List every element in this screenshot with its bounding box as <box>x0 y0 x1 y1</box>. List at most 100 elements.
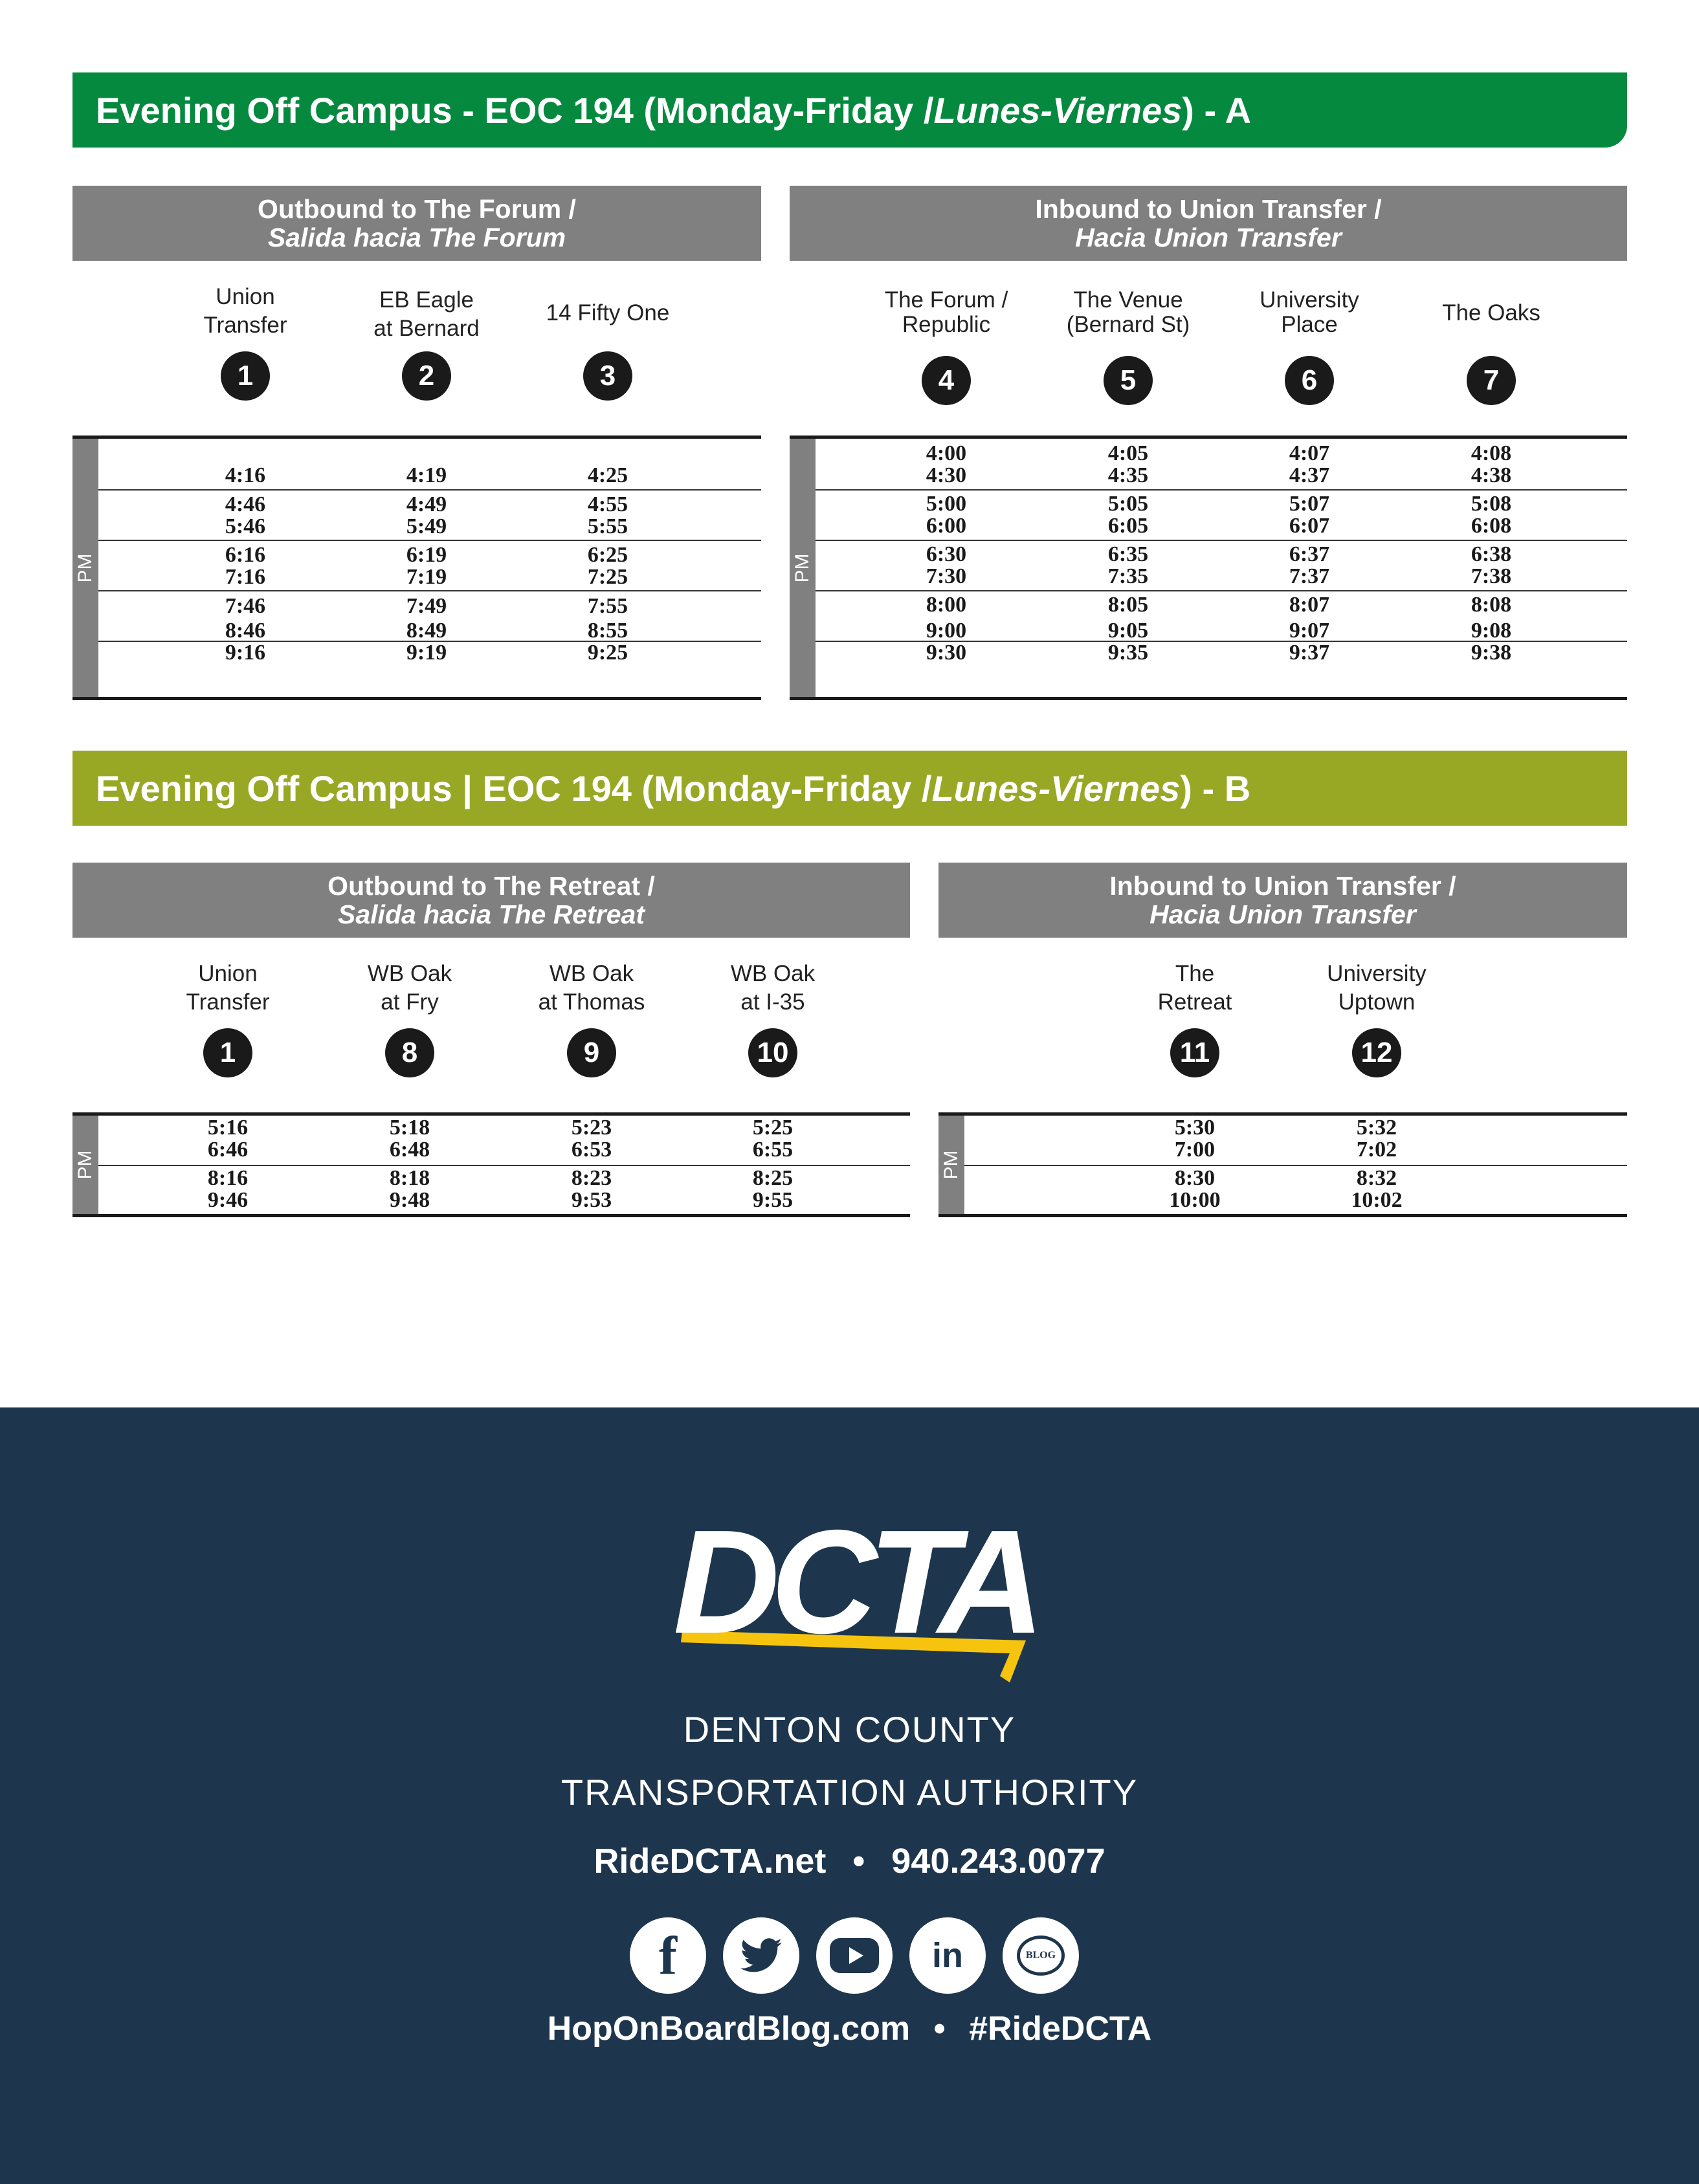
outbound-header-line1: Outbound to The Retreat / <box>328 871 655 901</box>
time-cell: 9:19 <box>406 641 447 665</box>
pm-label-bar: PM <box>790 439 816 697</box>
stop-14-fifty-one: 14 Fifty One <box>546 300 670 325</box>
time-cell: 9:07 <box>1289 619 1330 643</box>
outbound-header-line1: Outbound to The Forum / <box>258 194 576 224</box>
stop-number-badge: 12 <box>1352 1028 1401 1077</box>
section-a-title-banner: Evening Off Campus - EOC 194 (Monday-Fri… <box>72 72 1627 148</box>
stop-number-badge: 11 <box>1170 1028 1219 1077</box>
dcta-logo-swoosh <box>681 1631 1026 1682</box>
section-a-inbound-panel: Inbound to Union Transfer / Hacia Union … <box>790 186 1627 700</box>
website-link[interactable]: RideDCTA.net <box>594 1842 827 1881</box>
blog-icon[interactable]: BLOG <box>1003 1917 1079 1994</box>
section-a-inbound-timetable: PM 4:00 4:05 4:07 4:08 4:30 4:35 4:37 4:… <box>790 436 1627 700</box>
time-cell: 6:05 <box>1107 514 1149 538</box>
section-a-outbound-timetable: PM 4:16 4:19 4:25 4:46 4:49 4:55 5:46 5:… <box>72 436 761 700</box>
stop-wb-oak-at-i35: WB Oak at I-35 <box>730 961 816 1015</box>
inbound-header-line1: Inbound to Union Transfer / <box>1109 871 1456 901</box>
row-divider <box>816 590 1627 591</box>
section-a-title-italic: Lunes-Viernes <box>933 89 1183 131</box>
time-cell: 6:35 <box>1107 542 1149 566</box>
time-cell: 10:00 <box>1169 1188 1221 1212</box>
org-name-line2: TRANSPORTATION AUTHORITY <box>561 1772 1138 1813</box>
time-cell: 5:07 <box>1289 492 1330 516</box>
row-divider <box>964 1165 1627 1166</box>
stop-the-venue: The Venue (Bernard St) <box>1066 287 1190 337</box>
hashtag: #RideDCTA <box>969 2010 1152 2047</box>
time-cell: 8:30 <box>1174 1166 1216 1190</box>
section-b-outbound-header: Outbound to The Retreat / Salida hacia T… <box>72 863 910 938</box>
separator-dot: • <box>852 1842 865 1881</box>
section-b-outbound-timetable: PM 5:16 5:18 5:23 5:25 6:46 6:48 6:53 6:… <box>72 1112 910 1217</box>
social-icons: f in BLOG <box>630 1917 1079 1994</box>
footer: DCTA DENTON COUNTY TRANSPORTATION AUTHOR… <box>0 1407 1699 2184</box>
stop-university-uptown: University Uptown <box>1327 961 1427 1015</box>
section-a-outbound-panel: Outbound to The Forum / Salida hacia The… <box>72 186 761 700</box>
stop-number-badge: 1 <box>203 1028 252 1077</box>
section-b-inbound-panel: Inbound to Union Transfer / Hacia Union … <box>938 863 1627 1220</box>
inbound-header-line2: Hacia Union Transfer <box>1075 223 1342 252</box>
section-b-inbound-timetable: PM 5:30 5:32 7:00 7:02 8:30 8:32 10:00 1… <box>938 1112 1627 1217</box>
row-divider <box>98 641 761 642</box>
phone-number[interactable]: 940.243.0077 <box>891 1842 1105 1881</box>
time-cell: 5:30 <box>1174 1116 1216 1140</box>
time-cell: 7:38 <box>1471 564 1512 588</box>
time-cell: 4:00 <box>926 441 967 465</box>
time-cell: 5:16 <box>207 1116 249 1140</box>
stop-number-badge: 7 <box>1467 356 1516 405</box>
time-cell: 7:00 <box>1174 1138 1216 1162</box>
time-cell: 7:46 <box>225 594 266 618</box>
time-cell: 5:23 <box>571 1116 612 1140</box>
blog-hashtag-line: HopOnBoardBlog.com • #RideDCTA <box>0 2009 1699 2048</box>
twitter-icon[interactable] <box>723 1917 799 1994</box>
separator-dot: • <box>933 2010 946 2047</box>
linkedin-icon[interactable]: in <box>909 1917 986 1994</box>
time-cell: 7:02 <box>1356 1138 1397 1162</box>
inbound-header-line1: Inbound to Union Transfer / <box>1035 194 1382 224</box>
time-cell: 8:23 <box>571 1166 612 1190</box>
time-cell: 5:08 <box>1471 492 1512 516</box>
row-divider <box>816 641 1627 642</box>
youtube-icon[interactable] <box>816 1917 893 1994</box>
time-cell: 8:49 <box>406 619 447 643</box>
section-b-inbound-header: Inbound to Union Transfer / Hacia Union … <box>938 863 1627 938</box>
stop-number-badge: 1 <box>221 351 270 401</box>
row-divider <box>98 540 761 541</box>
time-cell: 6:30 <box>926 542 967 566</box>
section-a-title-prefix: Evening Off Campus - EOC 194 (Monday-Fri… <box>96 89 934 131</box>
stop-number-badge: 3 <box>583 351 632 401</box>
stop-union-transfer: Union Transfer <box>203 284 287 338</box>
time-cell: 6:46 <box>207 1138 249 1162</box>
time-cell: 4:38 <box>1471 463 1512 487</box>
time-cell: 5:05 <box>1107 492 1149 516</box>
time-cell: 6:48 <box>389 1138 430 1162</box>
row-divider <box>98 1165 910 1166</box>
time-cell: 9:30 <box>926 641 967 665</box>
dcta-logo: DCTA <box>673 1508 1045 1682</box>
inbound-header-line2: Hacia Union Transfer <box>1149 899 1416 929</box>
stop-number-badge: 10 <box>748 1028 797 1077</box>
time-cell: 5:32 <box>1356 1116 1397 1140</box>
blog-link[interactable]: HopOnBoardBlog.com <box>547 2010 911 2047</box>
time-cell: 5:00 <box>926 492 967 516</box>
time-cell: 4:16 <box>225 463 266 487</box>
stop-number-badge: 8 <box>385 1028 434 1077</box>
time-cell: 8:25 <box>752 1166 794 1190</box>
time-cell: 9:35 <box>1107 641 1149 665</box>
time-cell: 6:37 <box>1289 542 1330 566</box>
row-divider <box>816 489 1627 491</box>
time-cell: 5:25 <box>752 1116 794 1140</box>
time-cell: 4:19 <box>406 463 447 487</box>
stop-the-retreat: The Retreat <box>1157 961 1232 1015</box>
section-a-title-suffix: ) - A <box>1182 89 1252 131</box>
time-cell: 4:25 <box>587 463 628 487</box>
time-cell: 5:49 <box>406 514 447 538</box>
time-cell: 9:38 <box>1471 641 1512 665</box>
time-cell: 9:08 <box>1471 619 1512 643</box>
facebook-icon[interactable]: f <box>630 1917 706 1994</box>
pm-label-bar: PM <box>938 1116 964 1214</box>
stop-university-place: University Place <box>1260 287 1359 337</box>
time-cell: 5:46 <box>225 514 266 538</box>
time-cell: 7:25 <box>587 565 628 589</box>
time-cell: 8:18 <box>389 1166 430 1190</box>
row-divider <box>98 590 761 591</box>
